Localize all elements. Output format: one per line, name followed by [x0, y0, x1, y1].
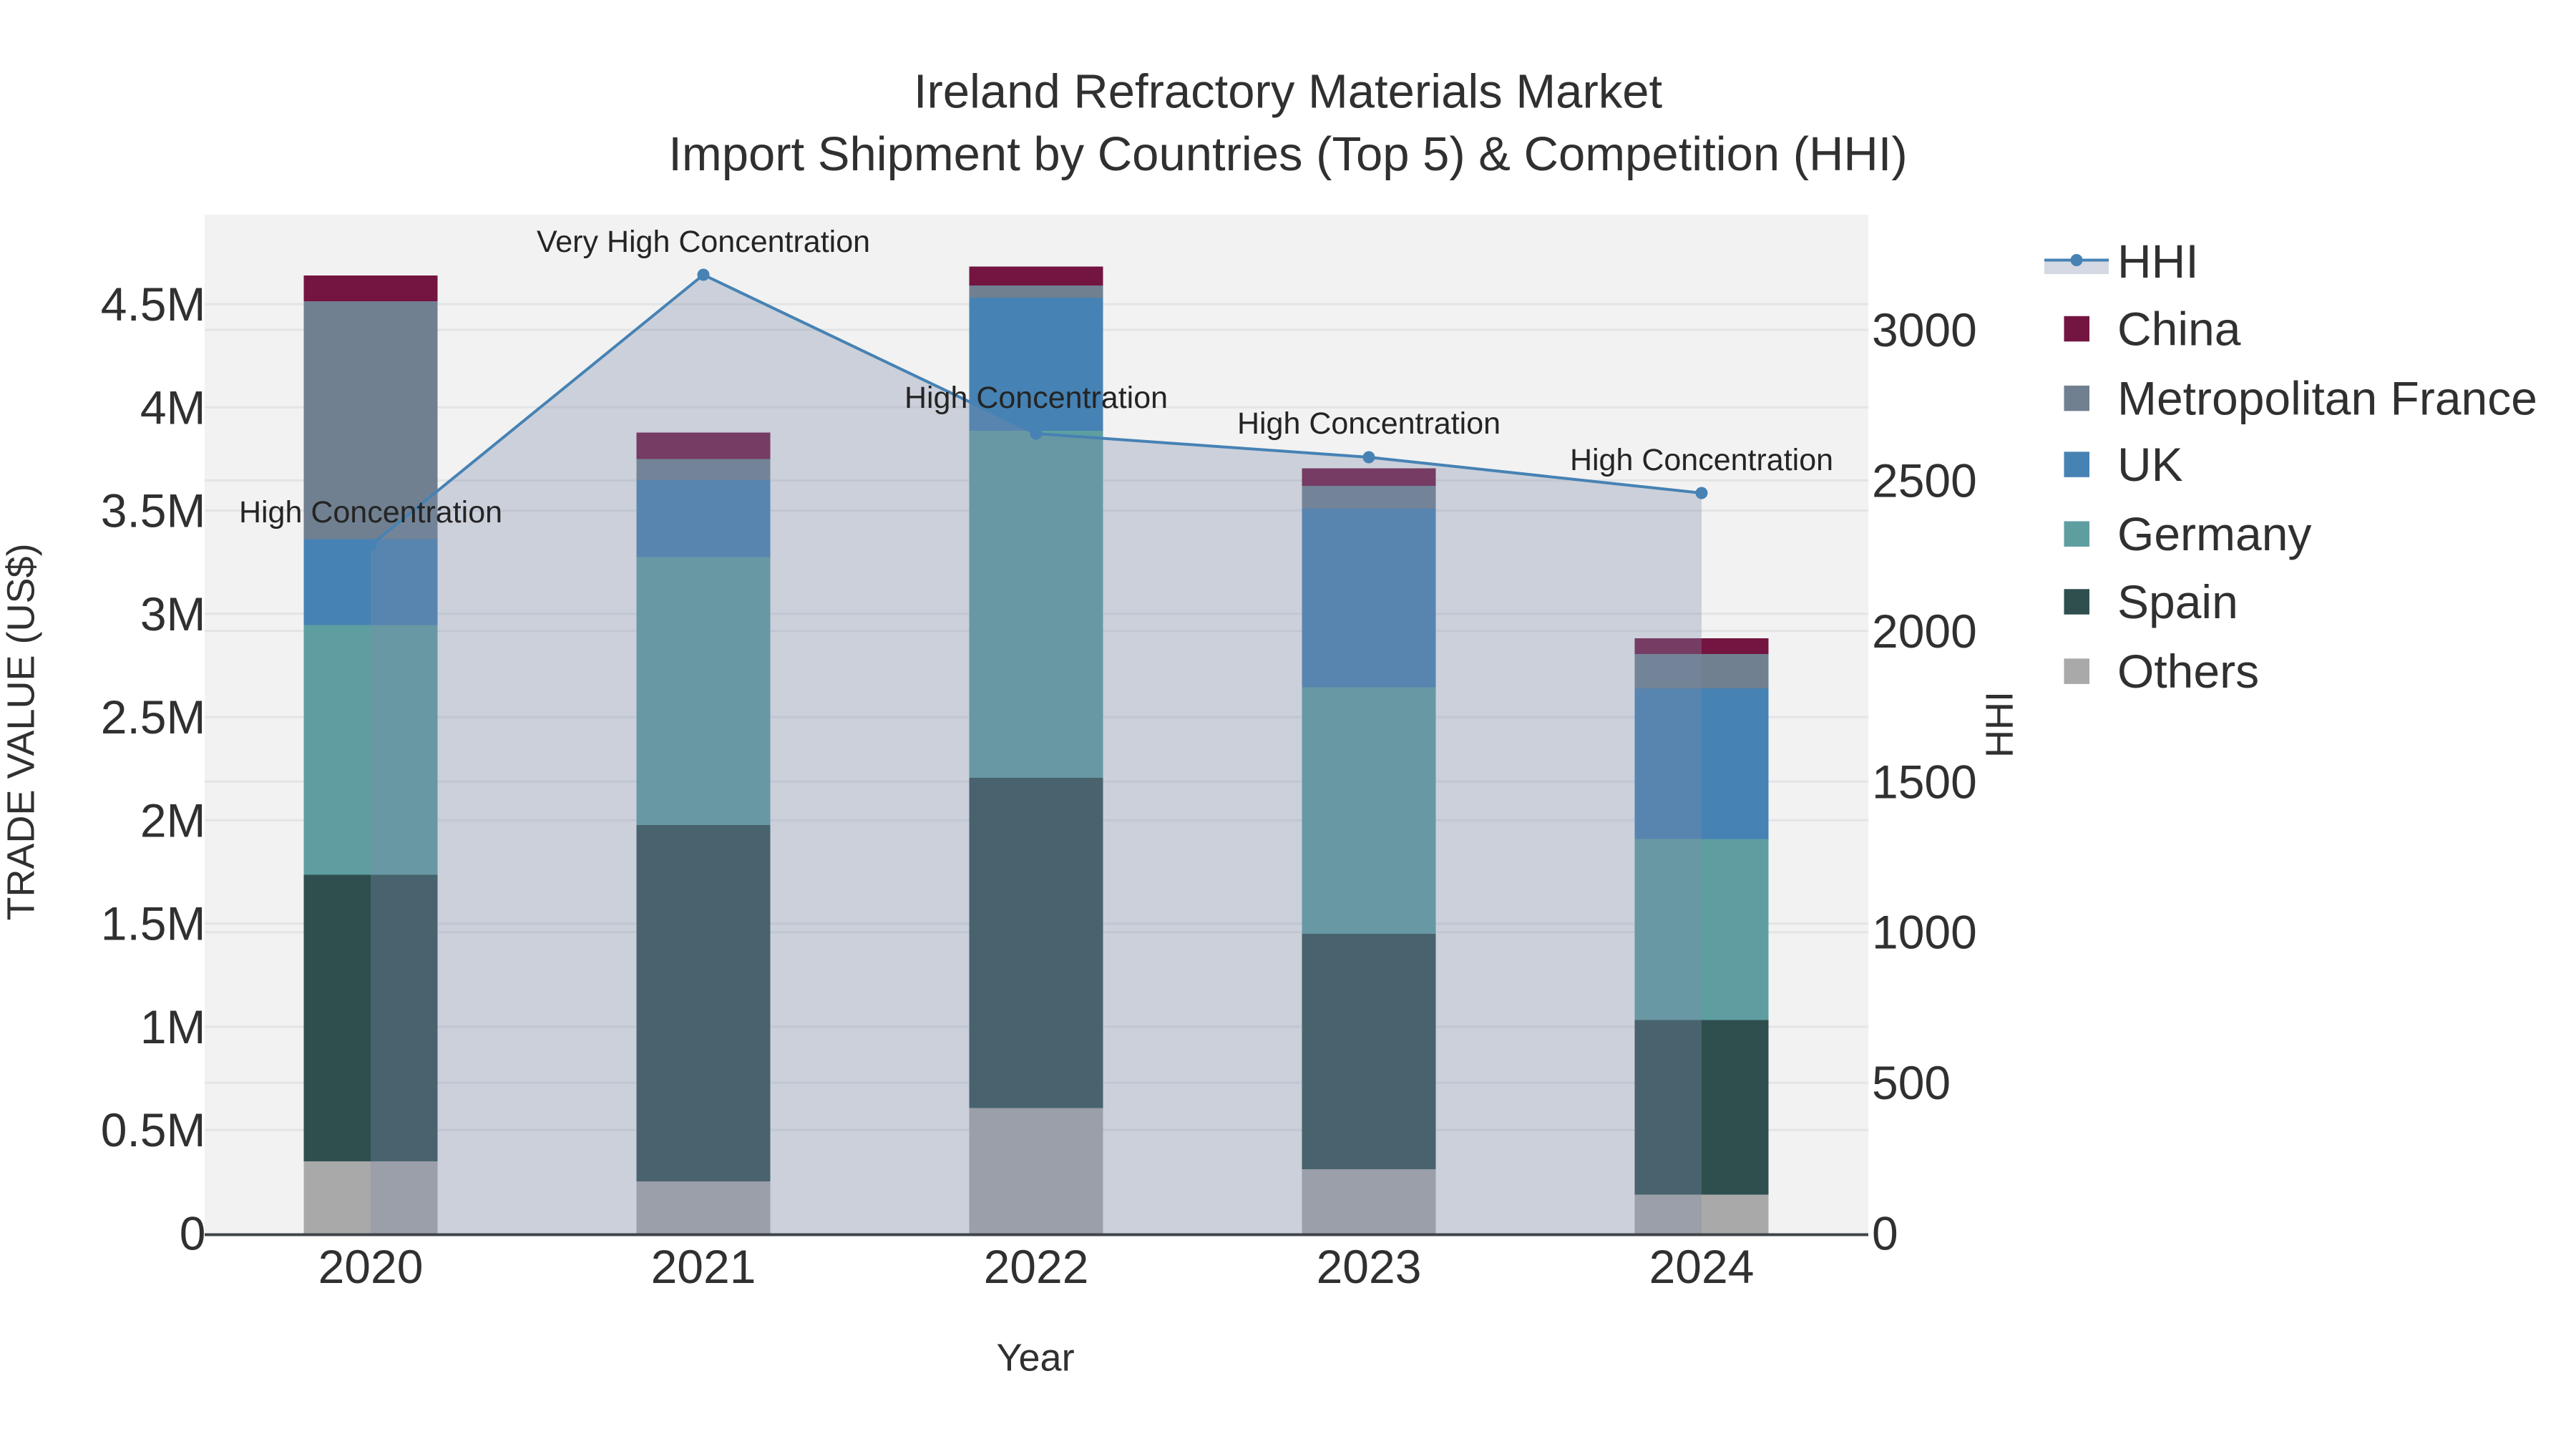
svg-text:1.5M: 1.5M: [101, 897, 206, 950]
svg-text:TRADE VALUE (US$): TRADE VALUE (US$): [0, 543, 43, 920]
svg-text:High Concentration: High Concentration: [1570, 443, 1833, 477]
svg-text:High Concentration: High Concentration: [904, 381, 1168, 415]
svg-text:2022: 2022: [984, 1240, 1089, 1293]
svg-text:China: China: [2117, 303, 2241, 356]
svg-text:2000: 2000: [1872, 605, 1977, 658]
svg-text:0.5M: 0.5M: [101, 1103, 206, 1156]
svg-text:3.5M: 3.5M: [101, 484, 206, 537]
svg-text:2024: 2024: [1649, 1240, 1755, 1293]
svg-text:0: 0: [180, 1207, 206, 1260]
svg-text:1M: 1M: [140, 1000, 206, 1053]
svg-text:0: 0: [1872, 1207, 1898, 1260]
svg-text:4M: 4M: [140, 381, 206, 434]
svg-text:3000: 3000: [1872, 303, 1977, 356]
svg-text:1500: 1500: [1872, 755, 1977, 808]
svg-text:2M: 2M: [140, 794, 206, 847]
svg-text:Very High Concentration: Very High Concentration: [537, 225, 870, 259]
svg-text:HHI: HHI: [2117, 235, 2199, 288]
svg-text:2021: 2021: [651, 1240, 756, 1293]
svg-text:Spain: Spain: [2117, 575, 2238, 628]
svg-text:3M: 3M: [140, 587, 206, 640]
svg-text:2023: 2023: [1317, 1240, 1422, 1293]
svg-text:1000: 1000: [1872, 906, 1977, 959]
svg-text:High Concentration: High Concentration: [239, 495, 502, 530]
svg-text:Year: Year: [996, 1337, 1074, 1380]
svg-text:Ireland Refractory Materials M: Ireland Refractory Materials Market: [914, 65, 1663, 119]
svg-text:UK: UK: [2117, 438, 2183, 491]
svg-text:500: 500: [1872, 1056, 1951, 1109]
svg-text:High Concentration: High Concentration: [1237, 406, 1501, 441]
svg-text:Others: Others: [2117, 645, 2259, 698]
svg-text:2.5M: 2.5M: [101, 691, 206, 743]
svg-text:HHI: HHI: [1979, 691, 2021, 758]
svg-text:Metropolitan France: Metropolitan France: [2117, 372, 2537, 425]
svg-text:2500: 2500: [1872, 454, 1977, 507]
svg-text:2020: 2020: [318, 1240, 424, 1293]
svg-text:Import Shipment by Countries (: Import Shipment by Countries (Top 5) & C…: [668, 127, 1907, 181]
svg-text:4.5M: 4.5M: [101, 278, 206, 331]
svg-text:Germany: Germany: [2117, 507, 2311, 560]
